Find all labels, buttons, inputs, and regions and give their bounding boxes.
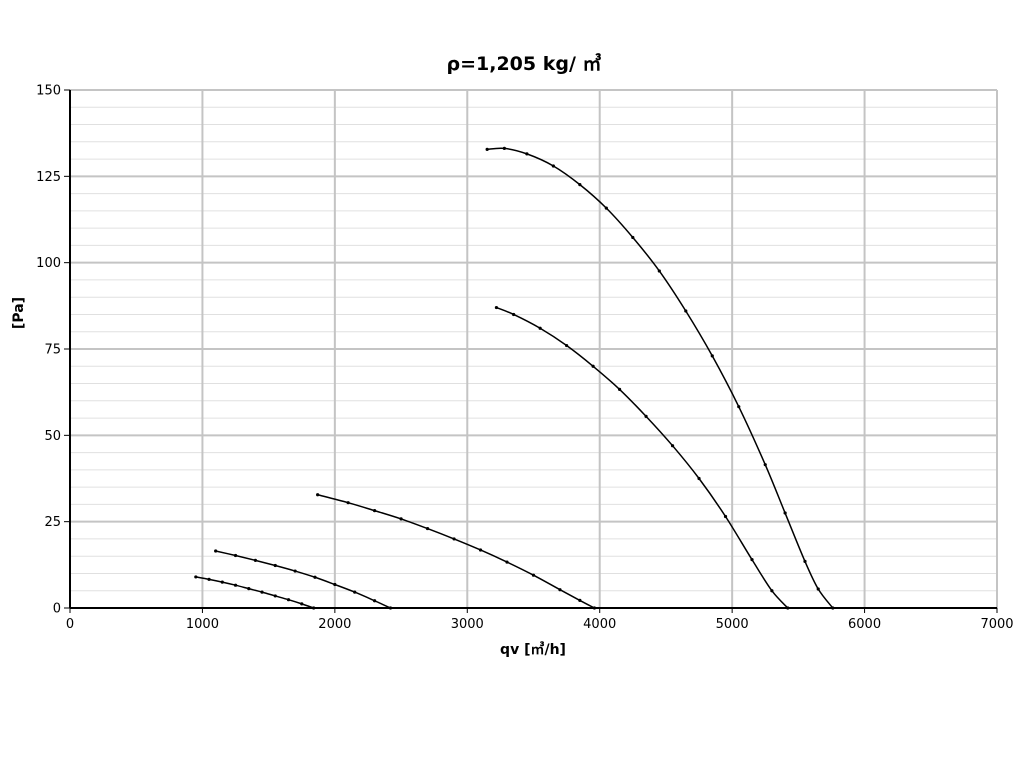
data-point: [750, 558, 754, 562]
y-tick-label: 100: [36, 256, 61, 271]
data-point: [710, 354, 714, 358]
data-point: [531, 573, 536, 577]
data-point: [770, 589, 774, 593]
data-point: [293, 569, 297, 573]
data-point: [684, 309, 688, 313]
data-point: [525, 152, 529, 156]
data-point: [214, 549, 218, 553]
data-point: [253, 558, 257, 562]
series-3: [316, 493, 597, 610]
data-point: [617, 387, 622, 392]
x-tick-label: 1000: [186, 617, 219, 632]
major-gridlines: [70, 89, 998, 608]
x-axis-label: qv [㎥/h]: [500, 641, 566, 658]
data-point: [316, 493, 320, 497]
series-line: [317, 494, 595, 609]
data-point: [260, 590, 264, 594]
data-point: [578, 183, 582, 187]
data-point: [372, 509, 377, 513]
y-tick-label: 0: [53, 602, 61, 617]
data-point: [300, 602, 304, 606]
data-point: [233, 583, 238, 587]
data-point: [220, 580, 224, 584]
data-point: [558, 588, 562, 592]
data-point: [551, 164, 555, 168]
series-2: [214, 549, 393, 610]
data-point: [388, 606, 393, 610]
data-point: [247, 587, 251, 591]
x-tick-labels: 0 1000 2000 3000 4000 5000 6000 7000: [66, 617, 1014, 632]
data-point: [803, 559, 807, 563]
series-line: [487, 147, 834, 609]
y-axis-label: [Pa]: [11, 297, 27, 329]
series-line: [195, 576, 314, 609]
y-tick-labels: 0 25 50 75 100 125 150: [36, 84, 61, 617]
data-point: [333, 582, 337, 587]
data-point: [313, 575, 317, 579]
x-tick-label: 6000: [848, 617, 881, 632]
data-point: [478, 548, 483, 552]
series-1: [194, 575, 316, 610]
y-tick-label: 150: [36, 84, 61, 99]
data-point: [353, 590, 357, 594]
data-point: [737, 405, 741, 409]
data-point: [512, 312, 516, 317]
data-point: [631, 235, 635, 240]
data-point: [723, 514, 728, 519]
data-point: [312, 606, 316, 610]
data-point: [591, 364, 595, 368]
x-tick-label: 0: [66, 617, 74, 632]
data-point: [538, 326, 542, 330]
series-5: [485, 146, 835, 610]
x-tick-label: 2000: [318, 617, 351, 632]
data-point: [194, 575, 198, 579]
data-point: [485, 147, 489, 151]
data-point: [505, 560, 509, 564]
data-point: [452, 537, 456, 541]
data-point: [816, 587, 820, 591]
data-point: [657, 269, 661, 273]
data-point: [786, 606, 790, 610]
y-tick-label: 75: [44, 343, 61, 358]
data-point: [670, 444, 675, 448]
y-tick-label: 25: [44, 515, 61, 530]
data-point: [286, 598, 291, 602]
data-point: [425, 526, 430, 531]
data-point: [831, 606, 835, 610]
series-curves: [194, 146, 835, 610]
data-point: [399, 517, 403, 521]
data-point: [604, 206, 608, 210]
chart-title: ρ=1,205 kg/ ㎥: [446, 52, 601, 75]
data-point: [697, 476, 701, 481]
data-point: [502, 146, 506, 150]
data-point: [592, 606, 597, 610]
data-point: [763, 463, 767, 467]
x-tick-label: 3000: [451, 617, 484, 632]
x-tick-label: 4000: [583, 617, 616, 632]
y-tick-label: 50: [44, 429, 61, 444]
x-tick-label: 5000: [716, 617, 749, 632]
data-point: [273, 563, 277, 568]
series-4: [494, 305, 790, 610]
data-point: [207, 577, 211, 581]
y-tick-label: 125: [36, 170, 61, 185]
series-line: [215, 550, 391, 609]
data-point: [233, 553, 238, 558]
data-point: [273, 594, 277, 598]
data-point: [565, 343, 569, 348]
x-tick-label: 7000: [980, 617, 1013, 632]
data-point: [372, 599, 377, 603]
minor-gridlines: [70, 106, 997, 592]
data-point: [783, 511, 787, 515]
data-point: [494, 305, 499, 310]
series-line: [496, 306, 789, 609]
axes: [64, 89, 998, 613]
data-point: [346, 501, 350, 505]
data-point: [644, 414, 648, 418]
data-point: [578, 598, 582, 603]
